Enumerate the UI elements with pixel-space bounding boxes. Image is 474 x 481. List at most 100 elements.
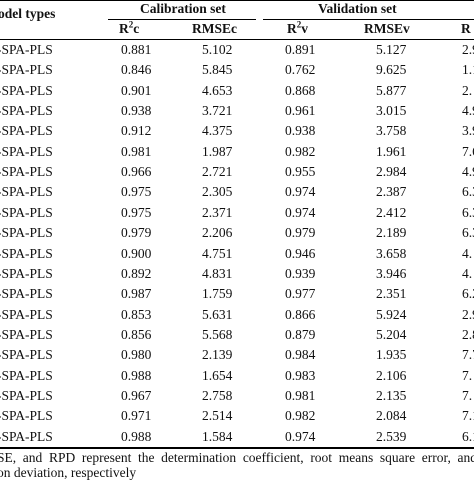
r2c-subscript: c bbox=[133, 21, 139, 36]
table-cell: 2.206 bbox=[202, 225, 232, 241]
table-cell: 0.853 bbox=[121, 307, 151, 323]
table-cell: 0.900 bbox=[121, 246, 151, 262]
model-type-cell: -SPA-PLS bbox=[0, 246, 53, 262]
table-cell: 0.955 bbox=[285, 164, 315, 180]
table-cell: 4.751 bbox=[202, 246, 232, 262]
table-cell: 0.984 bbox=[285, 347, 315, 363]
header-bottom-rule bbox=[0, 39, 474, 40]
table-cell: 5.631 bbox=[202, 307, 232, 323]
model-type-cell: -SPA-PLS bbox=[0, 266, 53, 282]
table-cell: 6.3 bbox=[462, 184, 474, 200]
footnote-word: determination bbox=[161, 450, 236, 466]
validation-set-header: Validation set bbox=[318, 1, 397, 17]
r2v-header: R2v bbox=[287, 21, 308, 37]
table-cell: 1.584 bbox=[202, 429, 232, 445]
table-cell: 6.3 bbox=[462, 225, 474, 241]
calibration-set-header: Calibration set bbox=[140, 1, 226, 17]
model-type-cell: -SPA-PLS bbox=[0, 103, 53, 119]
table-cell: 5.924 bbox=[376, 307, 406, 323]
model-type-cell: -SPA-PLS bbox=[0, 286, 53, 302]
table-cell: 2.135 bbox=[376, 388, 406, 404]
r2c-base: R bbox=[119, 21, 129, 36]
rpd-header: R bbox=[461, 21, 471, 37]
table-cell: 2.9 bbox=[462, 307, 474, 323]
table-cell: 2.412 bbox=[376, 205, 406, 221]
footnote-word: means bbox=[339, 450, 374, 466]
table-cell: 1.759 bbox=[202, 286, 232, 302]
table-cell: 0.912 bbox=[121, 123, 151, 139]
table-cell: 2.984 bbox=[376, 164, 406, 180]
table-cell: 4. bbox=[462, 266, 472, 282]
table-cell: 4.9 bbox=[462, 164, 474, 180]
model-type-cell: -SPA-PLS bbox=[0, 307, 53, 323]
table-cell: 0.975 bbox=[121, 205, 151, 221]
table-cell: 5.127 bbox=[376, 42, 406, 58]
table-cell: 4.831 bbox=[202, 266, 232, 282]
footnote-word: represent bbox=[82, 450, 131, 466]
table-cell: 0.866 bbox=[285, 307, 315, 323]
table-cell: 0.938 bbox=[121, 103, 151, 119]
table-cell: 2. bbox=[462, 83, 472, 99]
table-cell: 4. bbox=[462, 246, 472, 262]
table-cell: 0.983 bbox=[285, 368, 315, 384]
table-cell: 0.981 bbox=[285, 388, 315, 404]
model-type-cell: -SPA-PLS bbox=[0, 62, 53, 78]
table-cell: 4.375 bbox=[202, 123, 232, 139]
model-type-cell: -SPA-PLS bbox=[0, 347, 53, 363]
table-cell: 5.877 bbox=[376, 83, 406, 99]
model-type-cell: -SPA-PLS bbox=[0, 123, 53, 139]
footnote-word: root bbox=[310, 450, 332, 466]
table-cell: 0.901 bbox=[121, 83, 151, 99]
table-cell: 3.946 bbox=[376, 266, 406, 282]
table-cell: 5.204 bbox=[376, 327, 406, 343]
table-cell: 2.758 bbox=[202, 388, 232, 404]
r2v-subscript: v bbox=[301, 21, 308, 36]
table-cell: 2.305 bbox=[202, 184, 232, 200]
footnote-line-2: on deviation, respectively bbox=[0, 465, 136, 481]
table-cell: 1.987 bbox=[202, 144, 232, 160]
table-cell: 7.7 bbox=[462, 347, 474, 363]
table-cell: 2.139 bbox=[202, 347, 232, 363]
model-type-cell: -SPA-PLS bbox=[0, 42, 53, 58]
table-cell: 0.971 bbox=[121, 408, 151, 424]
table-cell: 5.845 bbox=[202, 62, 232, 78]
table-cell: 0.967 bbox=[121, 388, 151, 404]
footnote-word: RPD bbox=[49, 450, 75, 466]
validation-underline bbox=[263, 19, 474, 20]
table-cell: 6.3 bbox=[462, 205, 474, 221]
table-cell: 0.982 bbox=[285, 408, 315, 424]
table-cell: 5.102 bbox=[202, 42, 232, 58]
table-cell: 5.568 bbox=[202, 327, 232, 343]
model-type-cell: -SPA-PLS bbox=[0, 184, 53, 200]
table-cell: 0.977 bbox=[285, 286, 315, 302]
table-cell: 6.1 bbox=[462, 429, 474, 445]
rmsev-header: RMSEv bbox=[364, 21, 410, 37]
model-type-cell: -SPA-PLS bbox=[0, 164, 53, 180]
table-cell: 0.938 bbox=[285, 123, 315, 139]
model-type-cell: -SPA-PLS bbox=[0, 368, 53, 384]
table-cell: 0.981 bbox=[121, 144, 151, 160]
r2c-header: R2c bbox=[119, 21, 139, 37]
footnote-word: SE, bbox=[0, 450, 16, 466]
table-cell: 3.015 bbox=[376, 103, 406, 119]
table-cell: 1.654 bbox=[202, 368, 232, 384]
model-type-cell: -SPA-PLS bbox=[0, 205, 53, 221]
table-cell: 0.974 bbox=[285, 429, 315, 445]
table-cell: 2.084 bbox=[376, 408, 406, 424]
table-cell: 2.351 bbox=[376, 286, 406, 302]
table-cell: 0.846 bbox=[121, 62, 151, 78]
table-cell: 3.658 bbox=[376, 246, 406, 262]
model-type-cell: -SPA-PLS bbox=[0, 408, 53, 424]
table-cell: 3.9 bbox=[462, 123, 474, 139]
table-cell: 0.879 bbox=[285, 327, 315, 343]
table-cell: 2.387 bbox=[376, 184, 406, 200]
table-cell: 0.980 bbox=[121, 347, 151, 363]
model-type-cell: -SPA-PLS bbox=[0, 429, 53, 445]
table-cell: 2.106 bbox=[376, 368, 406, 384]
table-cell: 1.935 bbox=[376, 347, 406, 363]
table-cell: 0.974 bbox=[285, 205, 315, 221]
table-cell: 9.625 bbox=[376, 62, 406, 78]
table-cell: 0.966 bbox=[121, 164, 151, 180]
